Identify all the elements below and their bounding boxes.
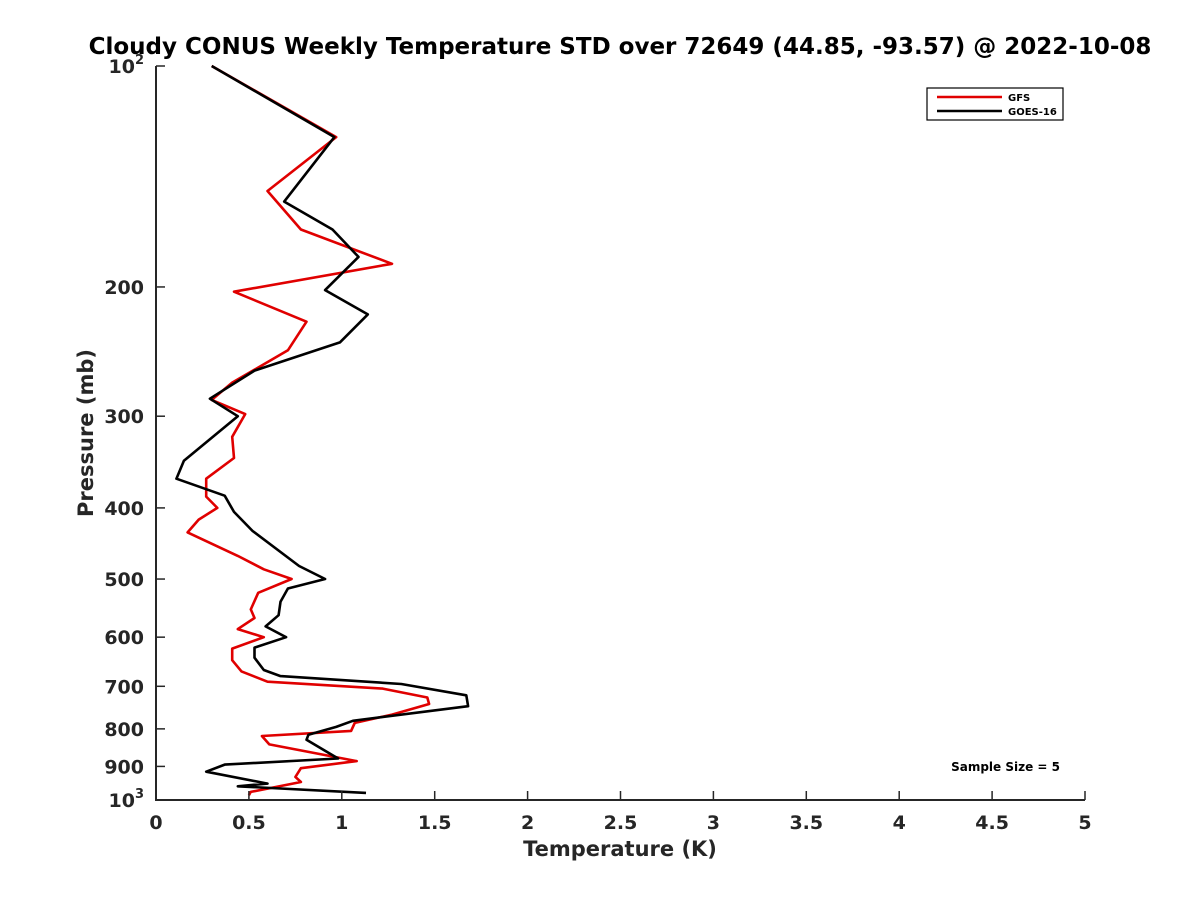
x-tick-label: 5: [1078, 812, 1091, 834]
y-tick-label: 800: [104, 719, 144, 741]
legend-box: [926, 87, 1064, 121]
x-axis-label: Temperature (K): [523, 837, 717, 861]
y-tick-label: 102: [109, 53, 145, 78]
y-axis-label: Pressure (mb): [74, 349, 98, 517]
chart-title: Cloudy CONUS Weekly Temperature STD over…: [89, 34, 1152, 60]
y-tick-label: 600: [104, 627, 144, 649]
y-tick-label: 103: [109, 787, 145, 812]
series-line-gfs: [186, 64, 431, 796]
x-tick-label: 4: [893, 812, 906, 834]
x-tick-label: 1: [335, 812, 348, 834]
y-tick-label-exponent: 3: [135, 787, 144, 802]
plot-series: [175, 64, 470, 796]
x-tick-label: 0: [149, 812, 162, 834]
x-axis-ticks: 0 0.5 1 1.5 2 2.5 3 3.5 4 4.5 5: [149, 791, 1092, 834]
x-tick-label: 3: [707, 812, 720, 834]
y-tick-label-base: 10: [109, 56, 135, 78]
y-tick-label: 700: [104, 676, 144, 698]
y-tick-label-exponent: 2: [135, 53, 144, 68]
y-tick-label: 300: [104, 406, 144, 428]
legend-label: GFS: [1008, 93, 1030, 104]
chart-legend: GFS GOES-16: [926, 87, 1064, 121]
sample-size-annotation: Sample Size = 5: [951, 760, 1060, 774]
y-tick-label: 900: [104, 756, 144, 778]
x-tick-label: 4.5: [975, 812, 1009, 834]
legend-label: GOES-16: [1008, 107, 1057, 118]
y-tick-label: 200: [104, 277, 144, 299]
axis-frame: [155, 66, 1085, 801]
series-line-goes-16: [175, 64, 470, 795]
x-tick-label: 2: [521, 812, 534, 834]
x-tick-label: 2.5: [604, 812, 638, 834]
y-tick-label: 400: [104, 498, 144, 520]
x-tick-label: 1.5: [418, 812, 452, 834]
y-tick-label: 500: [104, 569, 144, 591]
y-tick-label-base: 10: [109, 790, 135, 812]
x-tick-label: 3.5: [789, 812, 823, 834]
x-tick-label: 0.5: [232, 812, 266, 834]
